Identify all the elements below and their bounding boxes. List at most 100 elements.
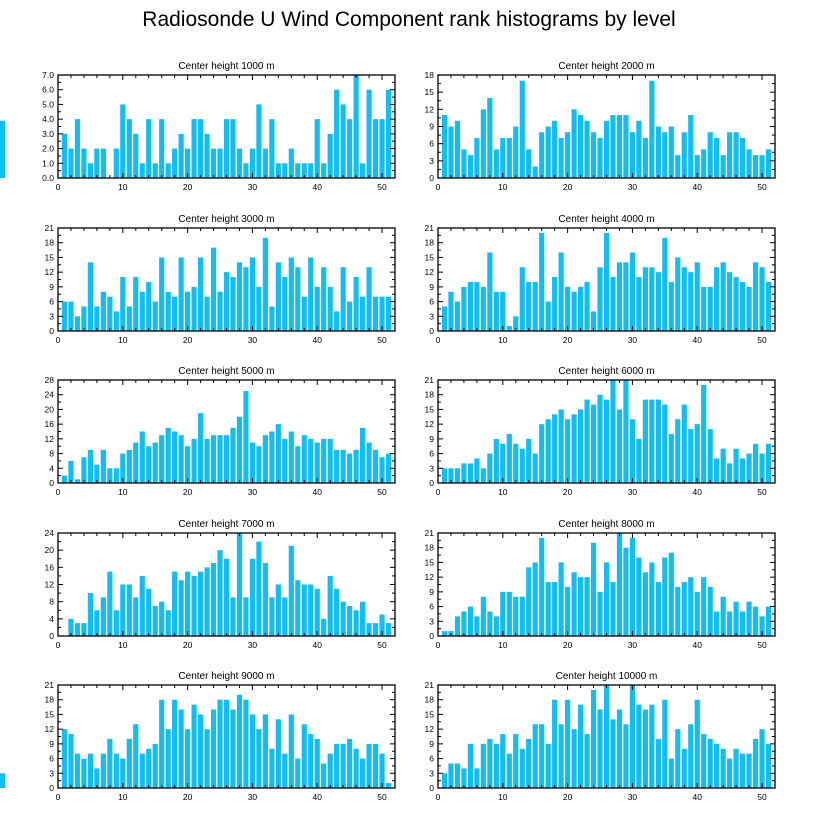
bar	[210, 247, 217, 331]
bar	[636, 704, 642, 788]
bar	[185, 291, 191, 331]
x-tick-label: 50	[377, 487, 387, 497]
bar	[262, 237, 268, 331]
bar	[480, 596, 486, 636]
y-tick-label: 5.0	[42, 99, 54, 109]
y-tick-label: 18	[45, 238, 55, 248]
bar	[733, 748, 739, 788]
bar	[681, 748, 687, 788]
y-tick-label: 3	[429, 311, 434, 321]
bar	[746, 286, 752, 331]
bar	[519, 80, 525, 178]
bar	[353, 75, 359, 178]
bar	[590, 689, 597, 788]
bar	[210, 148, 217, 178]
bar	[113, 610, 119, 636]
bar	[113, 148, 119, 178]
y-tick-label: 24	[45, 390, 55, 400]
y-tick-label: 21	[425, 375, 435, 385]
y-tick-label: 3	[429, 463, 434, 473]
bar	[308, 163, 314, 178]
bar	[545, 419, 551, 483]
bar	[558, 409, 564, 483]
bar	[655, 272, 661, 331]
bar	[191, 704, 197, 788]
x-tick-label: 20	[183, 182, 193, 192]
bar	[243, 267, 249, 331]
bar	[759, 616, 765, 636]
y-tick-label: 6	[429, 139, 434, 149]
bar	[740, 281, 746, 331]
bar	[474, 458, 480, 483]
y-tick-label: 18	[45, 695, 55, 705]
bar	[474, 616, 480, 636]
bar	[94, 464, 100, 483]
bar	[454, 301, 461, 331]
bar	[577, 577, 584, 636]
bar	[385, 623, 392, 637]
bar	[139, 431, 145, 483]
bar	[81, 306, 87, 331]
bar	[321, 438, 327, 483]
bar	[301, 296, 307, 331]
bar	[493, 438, 499, 483]
bar	[165, 427, 171, 483]
bar	[146, 588, 152, 636]
bar	[565, 286, 571, 331]
x-tick-label: 40	[692, 487, 702, 497]
bar	[360, 758, 366, 788]
bar	[707, 286, 713, 331]
bar	[545, 582, 551, 636]
bar	[675, 586, 681, 636]
bar	[590, 311, 597, 331]
bar	[733, 132, 739, 178]
bar	[223, 119, 230, 178]
bar	[139, 291, 145, 331]
bar	[571, 572, 577, 636]
bar	[623, 380, 629, 483]
bar	[519, 748, 525, 788]
bar	[230, 277, 236, 331]
bar	[68, 618, 74, 636]
bar	[707, 586, 713, 636]
bar	[597, 394, 603, 483]
bar	[707, 429, 713, 483]
bar	[100, 753, 106, 788]
x-tick-label: 0	[56, 182, 61, 192]
panel-8: Center height 8000 m 0 3 6 9 12 15 18 21 0 10 20 30 4…	[425, 519, 776, 650]
y-tick-label: 0	[49, 326, 54, 336]
bar	[668, 758, 674, 788]
bar	[688, 272, 694, 331]
bar	[236, 694, 243, 788]
x-tick-label: 40	[692, 640, 702, 650]
bar	[347, 605, 353, 636]
panel-title: Center height 4000 m	[558, 214, 654, 225]
y-tick-label: 7.0	[42, 70, 54, 80]
bar	[269, 119, 275, 178]
bar	[269, 597, 275, 637]
bar	[752, 738, 759, 788]
bar	[552, 120, 558, 178]
y-tick-label: 21	[45, 223, 55, 233]
bar	[675, 729, 681, 788]
bar	[629, 252, 636, 331]
bar	[152, 605, 158, 636]
bar	[217, 291, 223, 331]
bar	[340, 601, 346, 636]
bar	[765, 281, 772, 331]
bar	[733, 601, 739, 636]
x-tick-label: 0	[56, 335, 61, 345]
bar	[223, 699, 230, 788]
bar	[681, 404, 687, 483]
bar	[688, 429, 694, 483]
panel-2: Center height 2000 m 0 3 6 9 12 15 18 0 10 20 30 40 5…	[0, 61, 776, 192]
bar	[597, 137, 603, 178]
y-tick-label: 6.0	[42, 85, 54, 95]
bar	[513, 316, 519, 331]
bar	[746, 453, 752, 483]
bar	[642, 399, 648, 483]
bar	[223, 558, 230, 636]
bar	[480, 286, 486, 331]
bar	[727, 463, 733, 483]
